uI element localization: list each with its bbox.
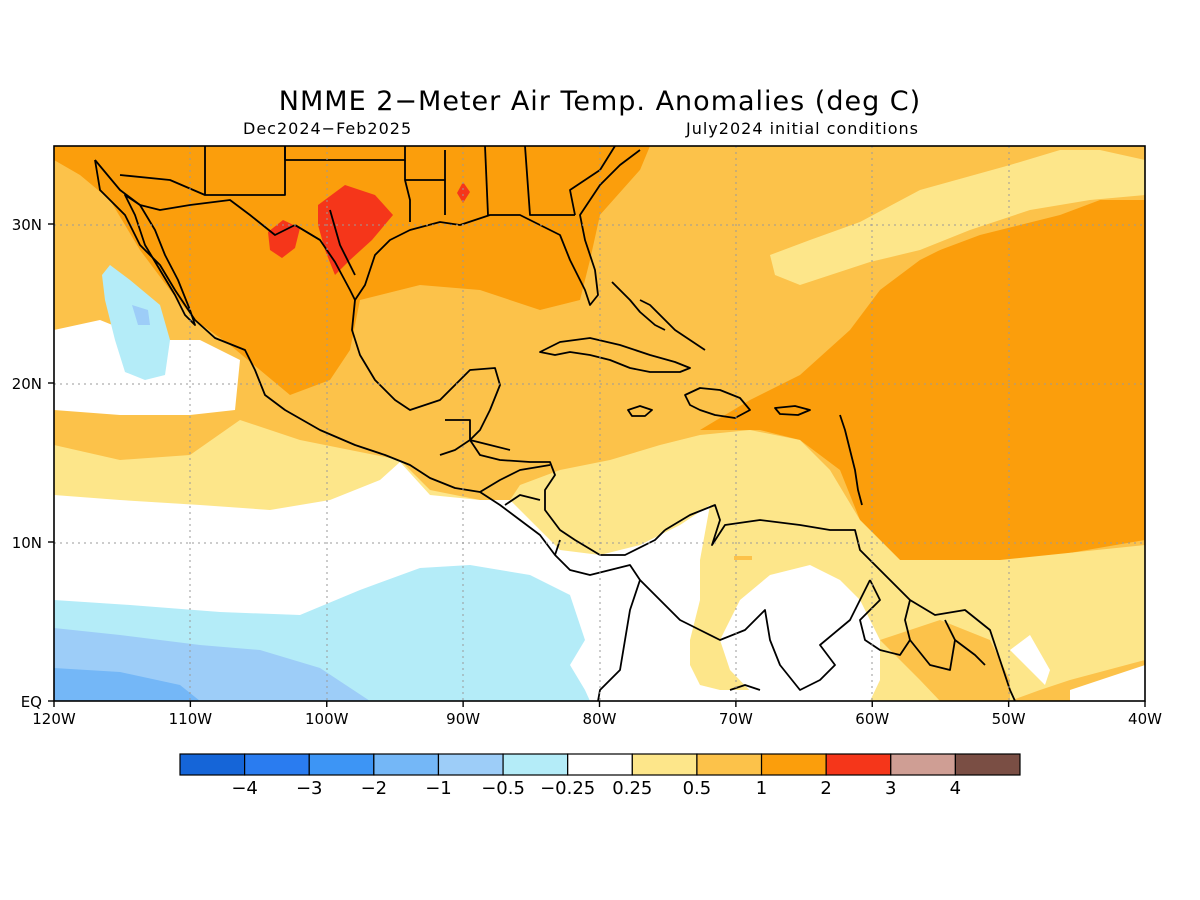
colorbar-swatch <box>308 753 375 776</box>
lon-tick-label: 100W <box>305 710 349 728</box>
lat-tick-label: 10N <box>12 534 42 552</box>
colorbar-swatch <box>825 753 892 776</box>
colorbar-label: 0.25 <box>612 778 652 799</box>
field-0.5-1-guiana <box>880 620 1010 701</box>
field-0.25-0.5-ne <box>770 150 1145 285</box>
latitude-axis: EQ 10N 20N 30N <box>12 216 54 711</box>
colorbar-label: −4 <box>231 778 258 799</box>
colorbar-swatch <box>179 753 246 776</box>
colorbar-label: 3 <box>885 778 896 799</box>
anomaly-fields <box>54 146 1145 701</box>
colorbar-swatch <box>890 753 956 776</box>
lon-tick-label: 60W <box>855 710 889 728</box>
field-2-3-texas <box>318 185 393 275</box>
colorbar-swatch <box>502 753 569 776</box>
lon-tick-label: 70W <box>719 710 753 728</box>
colorbar-swatch <box>760 753 827 776</box>
colorbar-swatch <box>244 753 310 776</box>
lon-tick-label: 90W <box>446 710 480 728</box>
colorbar-label: 4 <box>950 778 961 799</box>
graticule <box>54 146 1145 701</box>
colorbar-swatch <box>373 753 440 776</box>
lon-tick-label: 80W <box>583 710 617 728</box>
field-0.5-1-spot <box>734 556 752 560</box>
lon-tick-label: 120W <box>32 710 76 728</box>
initial-conditions: July2024 initial conditions <box>686 119 919 138</box>
colorbar-swatch <box>631 753 698 776</box>
colorbar-label: 0.5 <box>683 778 712 799</box>
field-2-3-chihuahua <box>268 220 300 258</box>
field-neutral-venezuela <box>720 565 880 701</box>
lat-tick-label: 20N <box>12 375 42 393</box>
lon-tick-label: 40W <box>1128 710 1162 728</box>
field-neg-0.5-1-baja <box>132 305 150 325</box>
field-neg-0.25-0.5-baja <box>102 265 170 380</box>
field-neg-1-2 <box>54 668 200 701</box>
field-neutral-east <box>1070 665 1145 701</box>
colorbar-label: −0.5 <box>481 778 525 799</box>
colorbar-swatch <box>567 753 633 776</box>
colorbar-swatch <box>696 753 763 776</box>
colorbar-label: −1 <box>425 778 452 799</box>
forecast-period: Dec2024−Feb2025 <box>243 119 413 138</box>
lon-tick-label: 110W <box>169 710 213 728</box>
lat-tick-label: EQ <box>21 693 42 711</box>
colorbar-label: −2 <box>361 778 388 799</box>
field-neutral-brazil <box>1010 635 1050 685</box>
colorbar-label: −3 <box>296 778 323 799</box>
colorbar-swatch <box>437 753 504 776</box>
lon-tick-label: 50W <box>992 710 1026 728</box>
longitude-axis: 120W 110W 100W 90W 80W 70W 60W 50W 40W <box>32 701 1162 728</box>
field-1-2-atlantic <box>700 146 1145 565</box>
colorbar-swatch <box>954 753 1021 776</box>
lat-tick-label: 30N <box>12 216 42 234</box>
colorbar: −4 −3 −2 −1 −0.5 −0.25 0.25 0.5 1 2 3 4 <box>179 753 1021 799</box>
map-title: NMME 2−Meter Air Temp. Anomalies (deg C) <box>278 86 922 117</box>
colorbar-label: 2 <box>820 778 831 799</box>
coastlines <box>94 146 1016 701</box>
colorbar-label: −0.25 <box>540 778 595 799</box>
colorbar-label: 1 <box>756 778 767 799</box>
field-2-3-alabama <box>457 182 470 203</box>
